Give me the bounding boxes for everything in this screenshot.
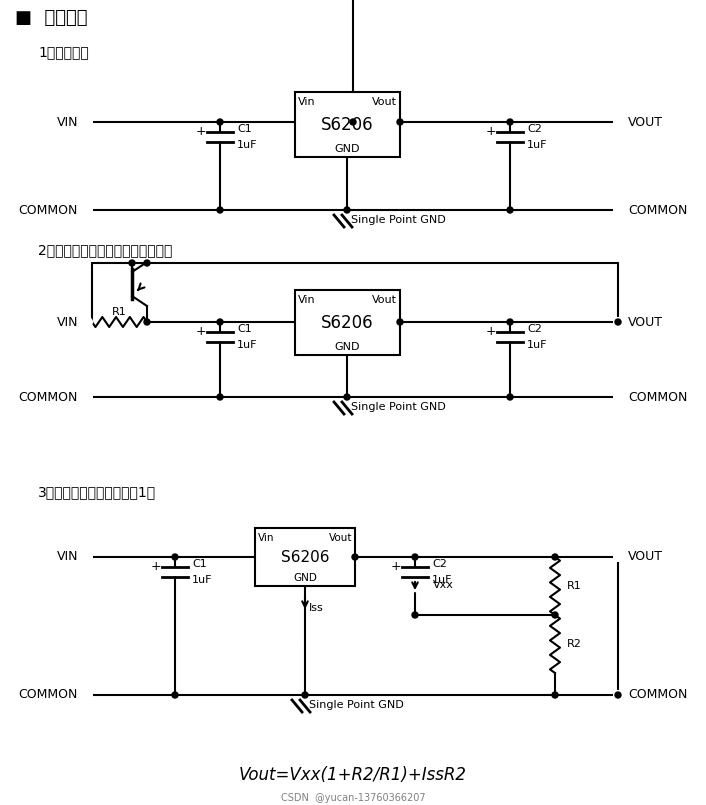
Text: ■  应用电路: ■ 应用电路 xyxy=(15,9,88,27)
Circle shape xyxy=(84,393,92,401)
Text: VIN: VIN xyxy=(56,551,78,563)
Circle shape xyxy=(397,319,403,325)
Circle shape xyxy=(129,260,135,266)
Text: GND: GND xyxy=(335,342,360,352)
Text: 1uF: 1uF xyxy=(192,575,213,585)
Text: COMMON: COMMON xyxy=(628,688,688,701)
Text: R1: R1 xyxy=(112,307,127,317)
Circle shape xyxy=(84,206,92,214)
Circle shape xyxy=(217,394,223,400)
Text: Vin: Vin xyxy=(258,533,275,543)
Text: C1: C1 xyxy=(237,124,252,134)
Circle shape xyxy=(507,394,513,400)
Text: 1uF: 1uF xyxy=(237,340,258,350)
Circle shape xyxy=(172,692,178,698)
Circle shape xyxy=(172,554,178,560)
Text: C2: C2 xyxy=(527,124,542,134)
Text: VIN: VIN xyxy=(56,316,78,328)
Circle shape xyxy=(614,206,622,214)
Text: VOUT: VOUT xyxy=(628,551,663,563)
Text: +: + xyxy=(150,559,161,572)
Text: VOUT: VOUT xyxy=(628,316,663,328)
Circle shape xyxy=(302,692,308,698)
Circle shape xyxy=(507,207,513,213)
Circle shape xyxy=(614,118,622,126)
Bar xyxy=(255,528,355,586)
Text: C2: C2 xyxy=(432,559,447,569)
Circle shape xyxy=(412,554,418,560)
Text: +: + xyxy=(196,125,206,138)
Text: Vin: Vin xyxy=(298,295,316,305)
Circle shape xyxy=(614,318,622,326)
Text: COMMON: COMMON xyxy=(18,204,78,217)
Text: C1: C1 xyxy=(192,559,207,569)
Circle shape xyxy=(84,691,92,699)
Text: Vout: Vout xyxy=(372,295,397,305)
Text: COMMON: COMMON xyxy=(628,204,688,217)
Text: Single Point GND: Single Point GND xyxy=(351,402,445,412)
Circle shape xyxy=(144,260,150,266)
Circle shape xyxy=(144,319,150,325)
Circle shape xyxy=(84,318,92,326)
Text: COMMON: COMMON xyxy=(18,688,78,701)
Text: S6206: S6206 xyxy=(321,313,373,332)
Text: R2: R2 xyxy=(567,639,582,649)
Bar xyxy=(295,92,400,157)
Text: S6206: S6206 xyxy=(281,550,329,564)
Circle shape xyxy=(217,119,223,125)
Text: +: + xyxy=(196,324,206,337)
Text: VOUT: VOUT xyxy=(628,115,663,129)
Circle shape xyxy=(552,692,558,698)
Text: Vxx: Vxx xyxy=(433,580,454,590)
Text: C2: C2 xyxy=(527,324,542,334)
Text: Single Point GND: Single Point GND xyxy=(351,215,445,225)
Text: GND: GND xyxy=(293,573,317,583)
Circle shape xyxy=(552,612,558,618)
Circle shape xyxy=(217,207,223,213)
Text: 1uF: 1uF xyxy=(432,575,453,585)
Circle shape xyxy=(352,554,358,560)
Text: Single Point GND: Single Point GND xyxy=(309,700,404,710)
Text: 1uF: 1uF xyxy=(527,340,547,350)
Text: 1uF: 1uF xyxy=(527,140,547,150)
Circle shape xyxy=(614,553,622,561)
Circle shape xyxy=(615,692,621,698)
Text: COMMON: COMMON xyxy=(628,390,688,403)
Text: S6206: S6206 xyxy=(321,115,373,134)
Text: +: + xyxy=(390,559,401,572)
Circle shape xyxy=(507,119,513,125)
Circle shape xyxy=(217,319,223,325)
Circle shape xyxy=(344,207,350,213)
Text: GND: GND xyxy=(335,144,360,154)
Text: Vout=Vxx(1+R2/R1)+IssR2: Vout=Vxx(1+R2/R1)+IssR2 xyxy=(239,766,467,784)
Text: C1: C1 xyxy=(237,324,252,334)
Text: Vout: Vout xyxy=(372,97,397,107)
Text: Vout: Vout xyxy=(328,533,352,543)
Circle shape xyxy=(552,554,558,560)
Text: CSDN  @yucan-13760366207: CSDN @yucan-13760366207 xyxy=(281,793,425,803)
Circle shape xyxy=(615,319,621,325)
Circle shape xyxy=(84,118,92,126)
Text: +: + xyxy=(486,324,496,337)
Text: 3、提高输出电压值电路（1）: 3、提高输出电压值电路（1） xyxy=(38,485,156,499)
Text: COMMON: COMMON xyxy=(18,390,78,403)
Circle shape xyxy=(397,119,403,125)
Text: 2、大输出电流正电压型电压调整器: 2、大输出电流正电压型电压调整器 xyxy=(38,243,172,257)
Text: +: + xyxy=(486,125,496,138)
Circle shape xyxy=(614,691,622,699)
Text: Vin: Vin xyxy=(298,97,316,107)
Circle shape xyxy=(614,393,622,401)
Text: 1uF: 1uF xyxy=(237,140,258,150)
Text: 1、基本电路: 1、基本电路 xyxy=(38,45,89,59)
Bar xyxy=(295,290,400,355)
Circle shape xyxy=(84,553,92,561)
Text: Iss: Iss xyxy=(309,603,324,613)
Circle shape xyxy=(412,612,418,618)
Circle shape xyxy=(507,319,513,325)
Circle shape xyxy=(350,119,356,125)
Text: R1: R1 xyxy=(567,581,582,591)
Circle shape xyxy=(344,394,350,400)
Text: VIN: VIN xyxy=(56,115,78,129)
